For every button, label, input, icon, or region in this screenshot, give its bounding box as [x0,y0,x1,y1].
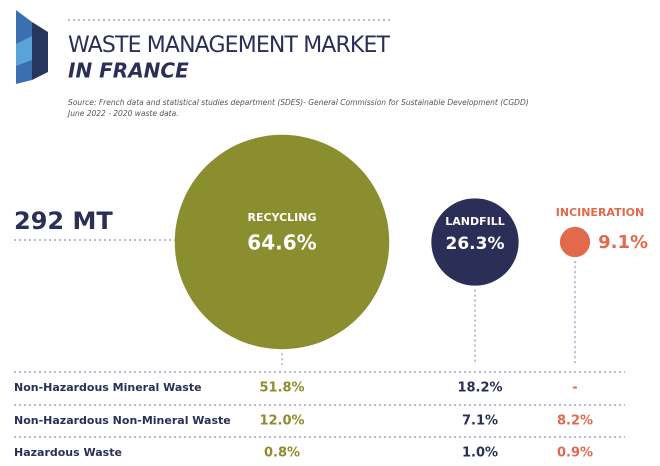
table: Non-Hazardous Mineral Waste 51.8% 18.2% … [14,371,625,461]
bubble [174,134,390,350]
title: WASTE MANAGEMENT MARKET [68,33,391,58]
source: June 2022 - 2020 waste data. [66,109,179,118]
total: 292 MT [14,207,113,235]
bubble-value: 9.1% [598,232,648,253]
cell: 12.0% [259,414,304,429]
bubbles: RECYCLING 64.6% LANDFILL 26.3% INCINERATION 9… [174,134,648,365]
row-label: Non-Hazardous Non-Mineral Waste [14,414,231,427]
cell: 18.2% [457,381,502,396]
bubble-value: 64.6% [247,231,316,255]
cell: 7.1% [462,414,498,429]
cell: - [572,381,577,396]
logo [16,36,32,66]
row-label: Non-Hazardous Mineral Waste [14,381,202,394]
bubble-label: RECYCLING [247,211,316,224]
cell: 51.8% [259,381,304,396]
cell: 1.0% [462,446,498,461]
row-label: Hazardous Waste [14,446,122,459]
bubble-value: 26.3% [446,234,505,254]
bubble [431,198,519,286]
source: Source: French data and statistical stud… [68,98,529,107]
logo [32,22,48,80]
bubble-label: LANDFILL [445,215,505,228]
cell: 0.8% [264,446,300,461]
bubble-label: INCINERATION [556,206,644,219]
cell: 8.2% [557,414,593,429]
subtitle: IN FRANCE [68,59,189,83]
bubble [559,226,591,258]
cell: 0.9% [557,446,593,461]
